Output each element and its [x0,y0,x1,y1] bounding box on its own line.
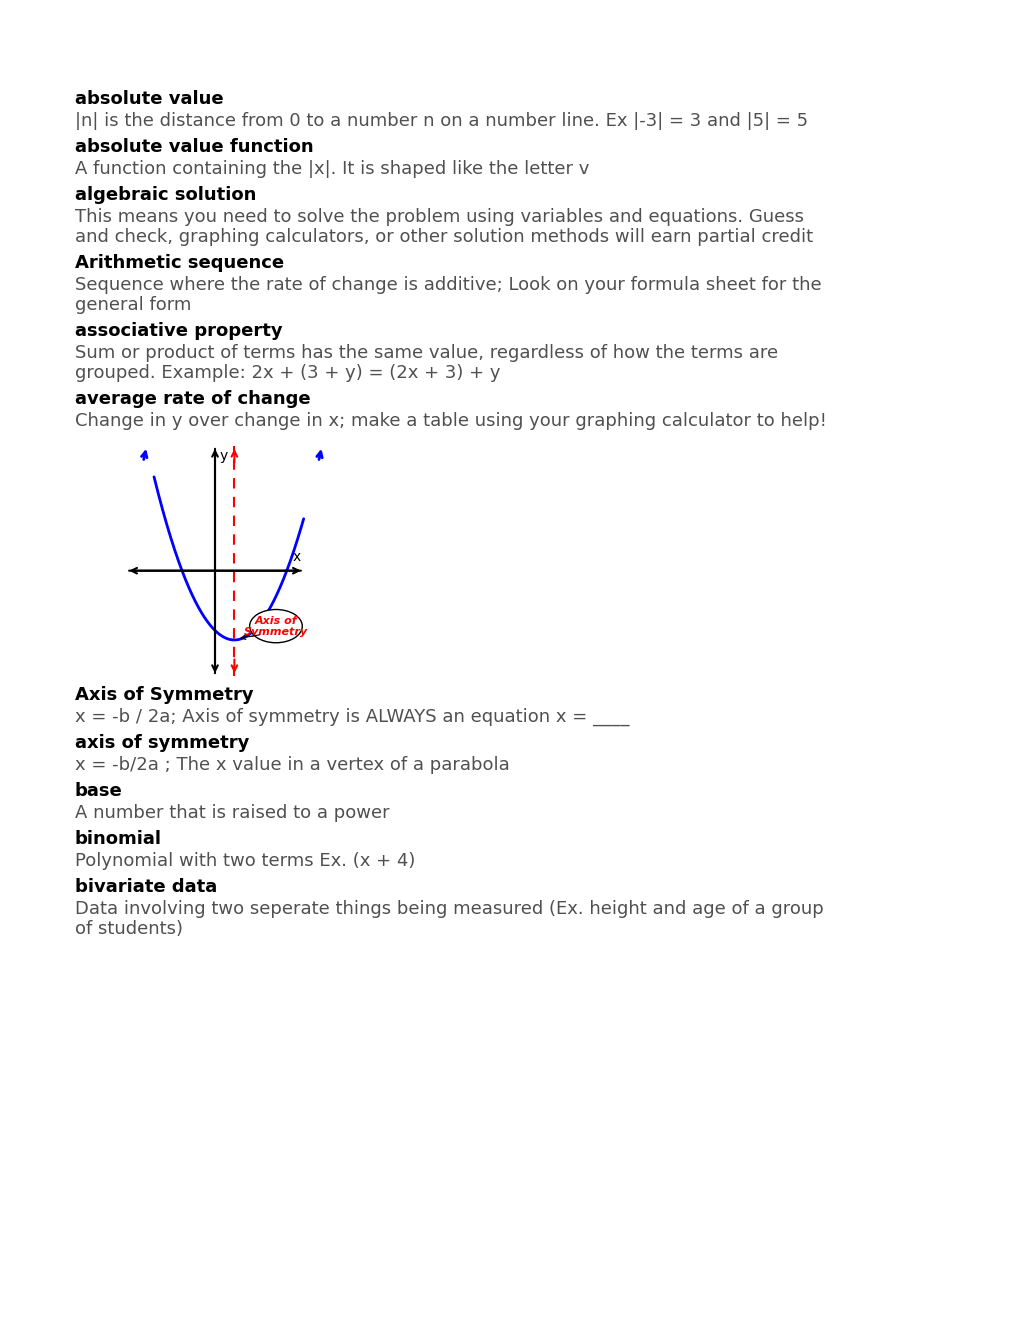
Text: A function containing the |x|. It is shaped like the letter v: A function containing the |x|. It is sha… [75,160,589,178]
Text: Sequence where the rate of change is additive; Look on your formula sheet for th: Sequence where the rate of change is add… [75,276,821,294]
Text: Sum or product of terms has the same value, regardless of how the terms are: Sum or product of terms has the same val… [75,345,777,362]
Text: associative property: associative property [75,322,282,341]
Text: x: x [292,549,301,564]
Text: of students): of students) [75,920,182,939]
Text: grouped. Example: 2x + (3 + y) = (2x + 3) + y: grouped. Example: 2x + (3 + y) = (2x + 3… [75,364,500,381]
Text: Data involving two seperate things being measured (Ex. height and age of a group: Data involving two seperate things being… [75,900,823,917]
Text: This means you need to solve the problem using variables and equations. Guess: This means you need to solve the problem… [75,209,803,226]
Text: |n| is the distance from 0 to a number n on a number line. Ex |-3| = 3 and |5| =: |n| is the distance from 0 to a number n… [75,112,807,129]
Text: Polynomial with two terms Ex. (x + 4): Polynomial with two terms Ex. (x + 4) [75,851,415,870]
Text: Axis of Symmetry: Axis of Symmetry [75,686,254,704]
Text: Axis of: Axis of [255,616,297,626]
Text: axis of symmetry: axis of symmetry [75,734,249,752]
Text: algebraic solution: algebraic solution [75,186,256,205]
Text: base: base [75,781,122,800]
Text: A number that is raised to a power: A number that is raised to a power [75,804,389,822]
Text: absolute value: absolute value [75,90,223,108]
Text: and check, graphing calculators, or other solution methods will earn partial cre: and check, graphing calculators, or othe… [75,228,812,246]
Text: y: y [219,449,227,463]
Text: general form: general form [75,296,192,314]
Text: x = -b/2a ; The x value in a vertex of a parabola: x = -b/2a ; The x value in a vertex of a… [75,756,510,774]
Text: x = -b / 2a; Axis of symmetry is ALWAYS an equation x = ____: x = -b / 2a; Axis of symmetry is ALWAYS … [75,708,629,726]
Ellipse shape [250,610,302,643]
Text: absolute value function: absolute value function [75,139,313,156]
Text: binomial: binomial [75,830,162,847]
Text: Change in y over change in x; make a table using your graphing calculator to hel: Change in y over change in x; make a tab… [75,412,826,430]
Text: Symmetry: Symmetry [244,627,308,638]
Text: average rate of change: average rate of change [75,389,311,408]
Text: bivariate data: bivariate data [75,878,217,896]
Text: Arithmetic sequence: Arithmetic sequence [75,253,284,272]
